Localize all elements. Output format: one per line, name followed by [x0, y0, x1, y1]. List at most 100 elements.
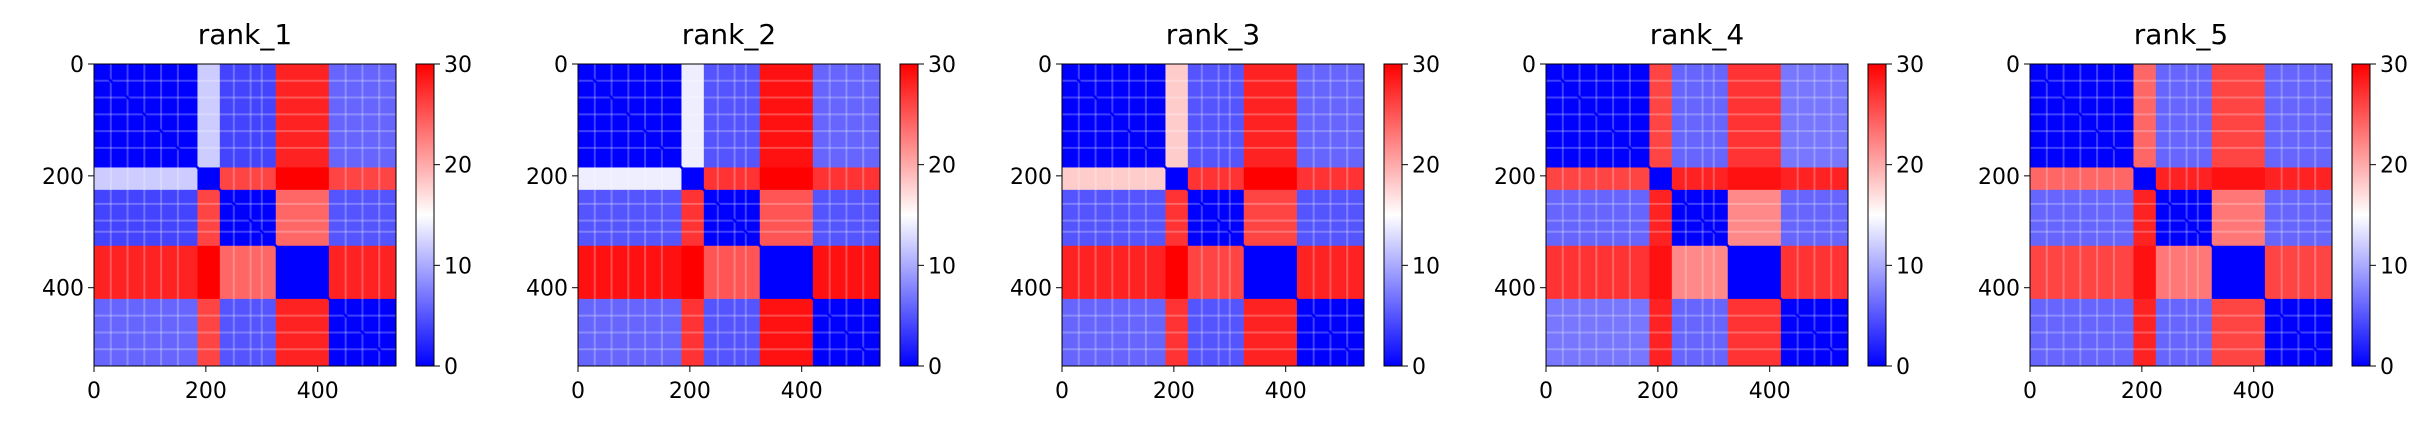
colorbar [1867, 63, 1887, 367]
x-tick-label: 0 [87, 379, 101, 404]
heatmap-cell [681, 64, 705, 169]
x-tick-label: 400 [297, 379, 339, 404]
heatmap-cell [759, 298, 814, 366]
colorbar-tick-label: 30 [1412, 53, 1440, 78]
y-tick-label: 200 [1494, 165, 1536, 190]
heatmap-cell [2264, 189, 2332, 247]
heatmap-cell [2211, 298, 2266, 366]
heatmap-cell [1671, 64, 1729, 169]
heatmap-cell [1780, 167, 1848, 191]
heatmap-cell [1243, 298, 1298, 366]
heatmap-cell [2030, 245, 2135, 300]
heatmap-cell [1671, 245, 1729, 300]
heatmap-cell [2155, 298, 2213, 366]
colorbar-tick-label: 30 [444, 53, 472, 78]
colorbar [899, 63, 919, 367]
colorbar-tick-label: 10 [2380, 254, 2408, 279]
heatmap-cell [1165, 245, 1189, 300]
heatmap-cell [1165, 298, 1189, 366]
heatmap-cell [1243, 189, 1298, 247]
x-tick-label: 400 [1265, 379, 1307, 404]
heatmap-cell [1165, 64, 1189, 169]
colorbar-tick-label: 30 [2380, 53, 2408, 78]
colorbar [415, 63, 435, 367]
heatmap-cell [703, 64, 761, 169]
heatmap-cell [1187, 167, 1245, 191]
y-tick-label: 200 [42, 165, 84, 190]
heatmap-cell [275, 167, 330, 191]
heatmap-frame [577, 63, 881, 367]
heatmap-diagonal [1546, 64, 1848, 366]
heatmap-cell [2155, 167, 2213, 191]
heatmap-frame [2029, 63, 2333, 367]
heatmap-cell [328, 167, 396, 191]
colorbar-tick-label: 10 [1896, 254, 1924, 279]
heatmap-cell [197, 245, 221, 300]
heatmap-cell [2133, 64, 2157, 169]
heatmap-cell [275, 189, 330, 247]
heatmap-cell [94, 298, 199, 366]
x-tick-label: 400 [1749, 379, 1791, 404]
heatmap-diagonal [1062, 64, 1364, 366]
y-tick-label: 200 [526, 165, 568, 190]
heatmap-cell [219, 64, 277, 169]
heatmap-cell [1671, 298, 1729, 366]
heatmap-panel-3: rank_3 0 200 400 0 200 400 0 10 20 30 [1010, 18, 1440, 404]
colorbar-tick-label: 0 [1896, 355, 1910, 380]
heatmap-cell [219, 298, 277, 366]
panel-title: rank_2 [682, 18, 776, 51]
panel-title: rank_3 [1166, 18, 1260, 51]
heatmap-cell [197, 298, 221, 366]
heatmap-cell [2264, 245, 2332, 300]
x-tick-label: 200 [2121, 379, 2163, 404]
heatmap-cell [328, 189, 396, 247]
x-tick-label: 400 [2233, 379, 2275, 404]
x-tick-label: 0 [571, 379, 585, 404]
colorbar-tick-label: 0 [2380, 355, 2394, 380]
x-tick-label: 200 [1637, 379, 1679, 404]
x-tick-label: 200 [1153, 379, 1195, 404]
y-tick-label: 200 [1978, 165, 2020, 190]
heatmap-cell [1296, 245, 1364, 300]
panel-title: rank_1 [198, 18, 292, 51]
heatmap-cell [2211, 189, 2266, 247]
heatmap-cells [1546, 64, 1848, 366]
heatmap-cell [94, 245, 199, 300]
x-tick-label: 0 [1539, 379, 1553, 404]
y-tick-label: 200 [1010, 165, 1052, 190]
panel-title: rank_4 [1650, 18, 1744, 51]
heatmap-cell [1649, 245, 1673, 300]
heatmap-cell [578, 298, 683, 366]
heatmap-cell [1546, 189, 1651, 247]
heatmap-cell [197, 189, 221, 247]
y-tick-label: 0 [1038, 53, 1052, 78]
colorbar-tick-label: 20 [2380, 154, 2408, 179]
heatmap-cell [275, 64, 330, 169]
heatmap-cell [1296, 64, 1364, 169]
y-tick-label: 400 [1494, 277, 1536, 302]
heatmap-cell [219, 245, 277, 300]
heatmap-cell [2133, 298, 2157, 366]
heatmap-cell [703, 167, 761, 191]
heatmap-cell [2133, 189, 2157, 247]
heatmap-cell [2030, 189, 2135, 247]
heatmap-frame [93, 63, 397, 367]
heatmap-cell [681, 189, 705, 247]
y-tick-label: 0 [2006, 53, 2020, 78]
heatmap-cell [1546, 245, 1651, 300]
heatmap-cell [578, 245, 683, 300]
heatmap-cell [2264, 167, 2332, 191]
heatmap-cell [1780, 64, 1848, 169]
colorbar [2351, 63, 2371, 367]
heatmap-cell [2030, 298, 2135, 366]
heatmap-cells [1062, 64, 1364, 366]
y-tick-label: 0 [1522, 53, 1536, 78]
heatmap-cell [1062, 245, 1167, 300]
heatmap-diagonal [2030, 64, 2332, 366]
heatmap-cell [703, 298, 761, 366]
heatmap-panel-4: rank_4 0 200 400 0 200 400 0 10 20 30 [1494, 18, 1924, 404]
heatmap-cells [94, 64, 396, 366]
heatmap-cell [1546, 167, 1651, 191]
y-tick-label: 400 [1010, 277, 1052, 302]
